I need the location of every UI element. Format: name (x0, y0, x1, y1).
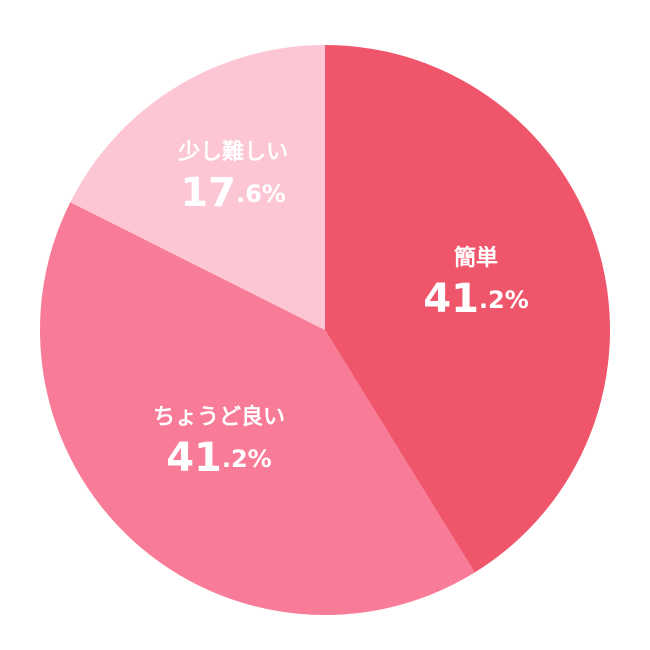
value-label-major: 41 (166, 435, 222, 481)
value-label-minor: .2% (479, 286, 529, 314)
slice-label: ちょうど良い (153, 404, 285, 430)
value-label-major: 41 (423, 276, 479, 322)
value-label-minor: .6% (236, 180, 286, 208)
pie-slice (70, 45, 326, 330)
value-label: 41.2% (423, 276, 529, 322)
value-label-minor: .2% (222, 445, 272, 473)
pie-slice (325, 45, 611, 573)
value-label-major: 17 (180, 170, 236, 216)
pie-slice (39, 202, 475, 616)
value-label: 17.6% (180, 170, 286, 216)
value-label: 41.2% (166, 435, 272, 481)
slice-label: 少し難しい (177, 139, 288, 165)
slice-label: 簡単 (454, 245, 498, 271)
